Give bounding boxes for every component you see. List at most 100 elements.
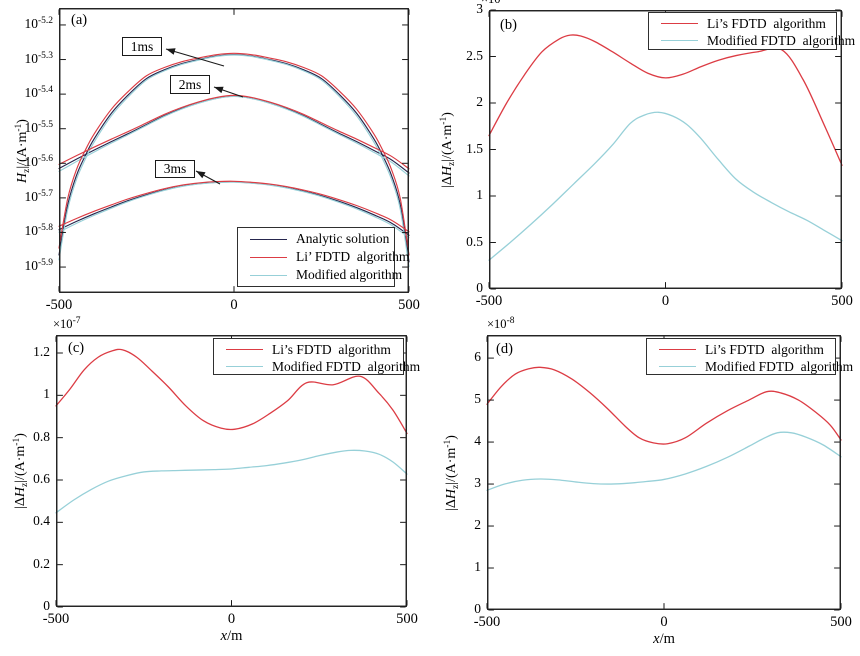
legend-label: Li’s FDTD algorithm [707, 15, 826, 31]
plot-area-c [55, 335, 408, 608]
legend-label: Modified FDTD algorithm [707, 32, 856, 48]
label-token: |/(A·m [13, 445, 28, 483]
legend-line-sample [226, 349, 263, 350]
annotation-1ms: 1ms [122, 37, 162, 56]
y-tick-label: 0 [436, 280, 483, 296]
label-token: |Δ [440, 175, 455, 188]
legend-label: Analytic solution [296, 231, 390, 246]
label-token: /m [659, 631, 675, 647]
y-tick-label: 0.4 [3, 513, 50, 529]
legend-line-sample [250, 256, 287, 258]
y-tick-label: 10-5.9 [6, 258, 53, 276]
y-tick-label: 2 [436, 94, 483, 110]
label-token-sup: -5.4 [37, 85, 53, 96]
label-token-i: H [440, 165, 455, 176]
label-token-sup: -7 [72, 316, 81, 326]
y-tick-label: 1 [436, 187, 483, 203]
annotation-2ms: 2ms [170, 75, 210, 94]
y-tick-label: 3 [436, 1, 483, 17]
label-token: 10 [24, 258, 38, 274]
legend-line-sample [659, 349, 696, 350]
y-tick-label: 1.2 [3, 344, 50, 360]
label-token: 0 [476, 280, 483, 295]
label-token: |/(A·m [15, 131, 30, 169]
legend-line-sample [659, 366, 696, 367]
label-token: 0.2 [33, 555, 50, 571]
label-token: 0 [43, 598, 50, 613]
y-tick-label: 1.5 [436, 141, 483, 157]
subplot-a: -500 0 500 10-5.2 10-5.3 10-5.4 10-5.5 10-5.6 10… [14, 8, 420, 313]
legend-d: Li’s FDTD algorithm Modified FDTD algorit… [646, 338, 853, 375]
label-token-i: H [13, 486, 28, 498]
label-token: 0.4 [33, 513, 50, 529]
subplot-tag-a: (a) [71, 12, 88, 28]
label-token: 10 [24, 15, 38, 31]
y-axis-label: |ΔHz|/(A·m-1) [443, 435, 461, 511]
label-token-sup: -5.5 [37, 119, 53, 130]
label-token-sub: z [20, 482, 30, 487]
label-token: 1.2 [33, 343, 50, 359]
x-tick-label: 500 [830, 614, 852, 630]
axis-exponent-label: ×10-8 [487, 316, 514, 334]
label-token: 10 [24, 223, 38, 239]
axes-frame [59, 8, 409, 293]
series-li-fdtd-algorithm-1ms [58, 52, 410, 256]
series-li-s-fdtd-algorithm [488, 34, 843, 166]
legend-entry: Li’ FDTD algorithm [238, 248, 409, 266]
plot-area-b [488, 9, 843, 290]
series-li-s-fdtd-algorithm [486, 366, 842, 445]
y-tick-label: 0.8 [3, 429, 50, 445]
axes-frame [56, 335, 407, 607]
label-token-sub: z [451, 484, 461, 489]
legend-label: Modified algorithm [296, 267, 403, 282]
series-modified-algorithm-3ms [58, 181, 410, 239]
label-token-i: x [653, 631, 660, 647]
y-tick-label: 0 [3, 598, 50, 614]
label-token: 10 [24, 154, 38, 170]
y-tick-label: 1 [434, 559, 481, 575]
label-token: 10 [24, 50, 38, 66]
label-token: /m [227, 628, 243, 644]
legend-label: Li’s FDTD algorithm [272, 341, 391, 357]
axes-frame [489, 10, 842, 289]
label-token: 4 [474, 433, 481, 449]
label-token: |/(A·m [440, 124, 455, 162]
y-tick-label: 2 [434, 517, 481, 533]
legend-c: Li’s FDTD algorithm Modified FDTD algorit… [213, 338, 420, 375]
y-tick-label: 10-5.3 [6, 51, 53, 69]
label-token: 1 [476, 187, 483, 202]
legend-line-sample [250, 274, 287, 276]
label-token-sup: -8 [506, 316, 515, 326]
y-axis-label: Hz|/(A·m-1) [14, 119, 32, 183]
annotation-arrowhead [214, 86, 224, 94]
y-tick-label: 2.5 [436, 48, 483, 64]
series-li-fdtd-algorithm-2ms [58, 94, 410, 170]
legend-line-sample [661, 40, 698, 41]
label-token: 10 [24, 119, 38, 135]
label-token-sub: z [22, 168, 32, 173]
label-token: ×10 [53, 317, 73, 331]
y-tick-label: 10-5.8 [6, 223, 53, 241]
annotation-arrow-line [165, 48, 225, 67]
y-tick-label: 10-5.5 [6, 120, 53, 138]
y-tick-label: 6 [434, 349, 481, 365]
label-token-i: x [220, 628, 228, 644]
axis-exponent-label: ×10-7 [53, 316, 80, 334]
x-tick-label: -500 [473, 614, 501, 630]
x-tick-label: -500 [42, 611, 70, 627]
label-token-sup: -1 [14, 123, 24, 132]
x-tick-label: 0 [661, 293, 670, 309]
y-tick-label: 0 [434, 601, 481, 617]
label-token-sup: -5.8 [37, 223, 53, 234]
legend-line-sample [226, 366, 263, 367]
x-axis-label: x/m [624, 631, 704, 647]
y-tick-label: 10-5.7 [6, 189, 53, 207]
label-token-sup: -1 [439, 116, 449, 125]
label-token: 10 [24, 85, 38, 101]
annotation-3ms: 3ms [155, 160, 195, 178]
axis-exponent-label: ×10-7 [481, 0, 508, 9]
label-token-sup: -5.7 [37, 188, 53, 199]
y-tick-label: 10-5.4 [6, 85, 53, 103]
legend-entry: Modified FDTD algorithm [649, 32, 855, 49]
